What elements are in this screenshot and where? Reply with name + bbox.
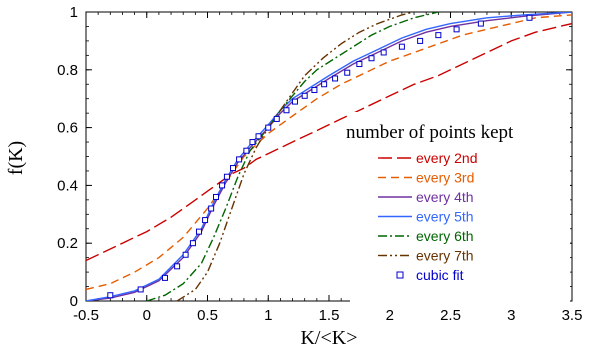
y-tick-label: 1 <box>70 4 78 21</box>
series-cubic-fit-point <box>273 115 280 122</box>
y-axis-label: f(K) <box>5 141 27 175</box>
x-tick-label: 3 <box>507 307 515 324</box>
series-cubic-fit-point <box>236 156 243 163</box>
x-tick-label: 0 <box>143 307 151 324</box>
series-every-3rd-line <box>86 14 572 291</box>
x-tick-label: 2 <box>386 307 394 324</box>
legend-label-every-4th: every 4th <box>416 189 474 205</box>
legend-label-every-2nd: every 2nd <box>416 150 477 166</box>
series-cubic-fit-point <box>161 274 168 281</box>
y-tick-label: 0 <box>70 293 78 310</box>
x-tick-label: 1 <box>264 307 272 324</box>
series-every-7th-line <box>176 12 415 301</box>
series-cubic-fit-point <box>243 147 250 154</box>
series-cubic-fit-point <box>255 133 262 140</box>
series-cubic-fit-point <box>344 69 351 76</box>
legend: number of points kept every 2nd every 3rd… <box>346 112 570 302</box>
series-cubic-fit-point <box>174 263 181 270</box>
series-cubic-fit-point <box>189 240 196 247</box>
series-cubic-fit-point <box>249 139 256 146</box>
series-cubic-fit-point <box>398 43 405 50</box>
y-tick-label: 0.4 <box>57 177 78 194</box>
series-cubic-fit-point <box>368 55 375 62</box>
legend-label-every-7th: every 7th <box>416 248 474 264</box>
series-cubic-fit-point <box>202 217 209 224</box>
series-cubic-fit-point <box>219 182 226 189</box>
legend-label-cubic-fit: cubic fit <box>416 267 464 283</box>
legend-swatch-cubic-fit <box>396 271 404 279</box>
ticks-layer: -0.5 0 0.5 1 1.5 2 2.5 3 3.500.20.40.60.81 <box>57 4 582 324</box>
x-tick-label: 1.5 <box>319 307 340 324</box>
legend-title: number of points kept <box>346 122 514 143</box>
y-tick-label: 0.2 <box>57 235 78 252</box>
series-cubic-fit-point <box>477 20 484 27</box>
series-cubic-fit-point <box>311 87 318 94</box>
series-cubic-fit-point <box>291 98 298 105</box>
series-cubic-fit-point <box>182 251 189 258</box>
series-cubic-fit-point <box>208 205 215 212</box>
series-cubic-fit-point <box>453 26 460 33</box>
legend-label-every-6th: every 6th <box>416 228 474 244</box>
series-cubic-fit-point <box>380 49 387 56</box>
series-layer <box>86 12 572 301</box>
x-axis-label: K/<K> <box>300 327 357 349</box>
series-cubic-fit-point <box>417 37 424 44</box>
y-tick-label: 0.8 <box>57 62 78 79</box>
series-cubic-fit-point <box>301 92 308 99</box>
x-tick-label: 3.5 <box>562 307 583 324</box>
series-cubic-fit-point <box>223 173 230 180</box>
x-tick-label: 0.5 <box>197 307 218 324</box>
y-tick-label: 0.6 <box>57 120 78 137</box>
series-cubic-fit-point <box>195 228 202 235</box>
series-cubic-fit-point <box>213 193 220 200</box>
series-cubic-fit-point <box>230 165 237 172</box>
legend-label-every-5th: every 5th <box>416 209 474 225</box>
series-every-2nd-line <box>86 22 572 262</box>
series-cubic-fit-point <box>435 32 442 39</box>
series-cubic-fit-point <box>107 292 114 299</box>
series-cubic-fit-point <box>526 14 533 21</box>
series-cubic-fit-point <box>332 75 339 82</box>
legend-background <box>350 112 570 302</box>
series-cubic-fit-point <box>356 61 363 68</box>
series-cubic-fit-point <box>137 286 144 293</box>
x-tick-label: 2.5 <box>440 307 461 324</box>
legend-label-every-3rd: every 3rd <box>416 170 474 186</box>
series-cubic-fit-point <box>283 107 290 114</box>
series-cubic-fit-point <box>265 124 272 131</box>
x-tick-label: -0.5 <box>73 307 99 324</box>
series-cubic-fit-point <box>321 81 328 88</box>
